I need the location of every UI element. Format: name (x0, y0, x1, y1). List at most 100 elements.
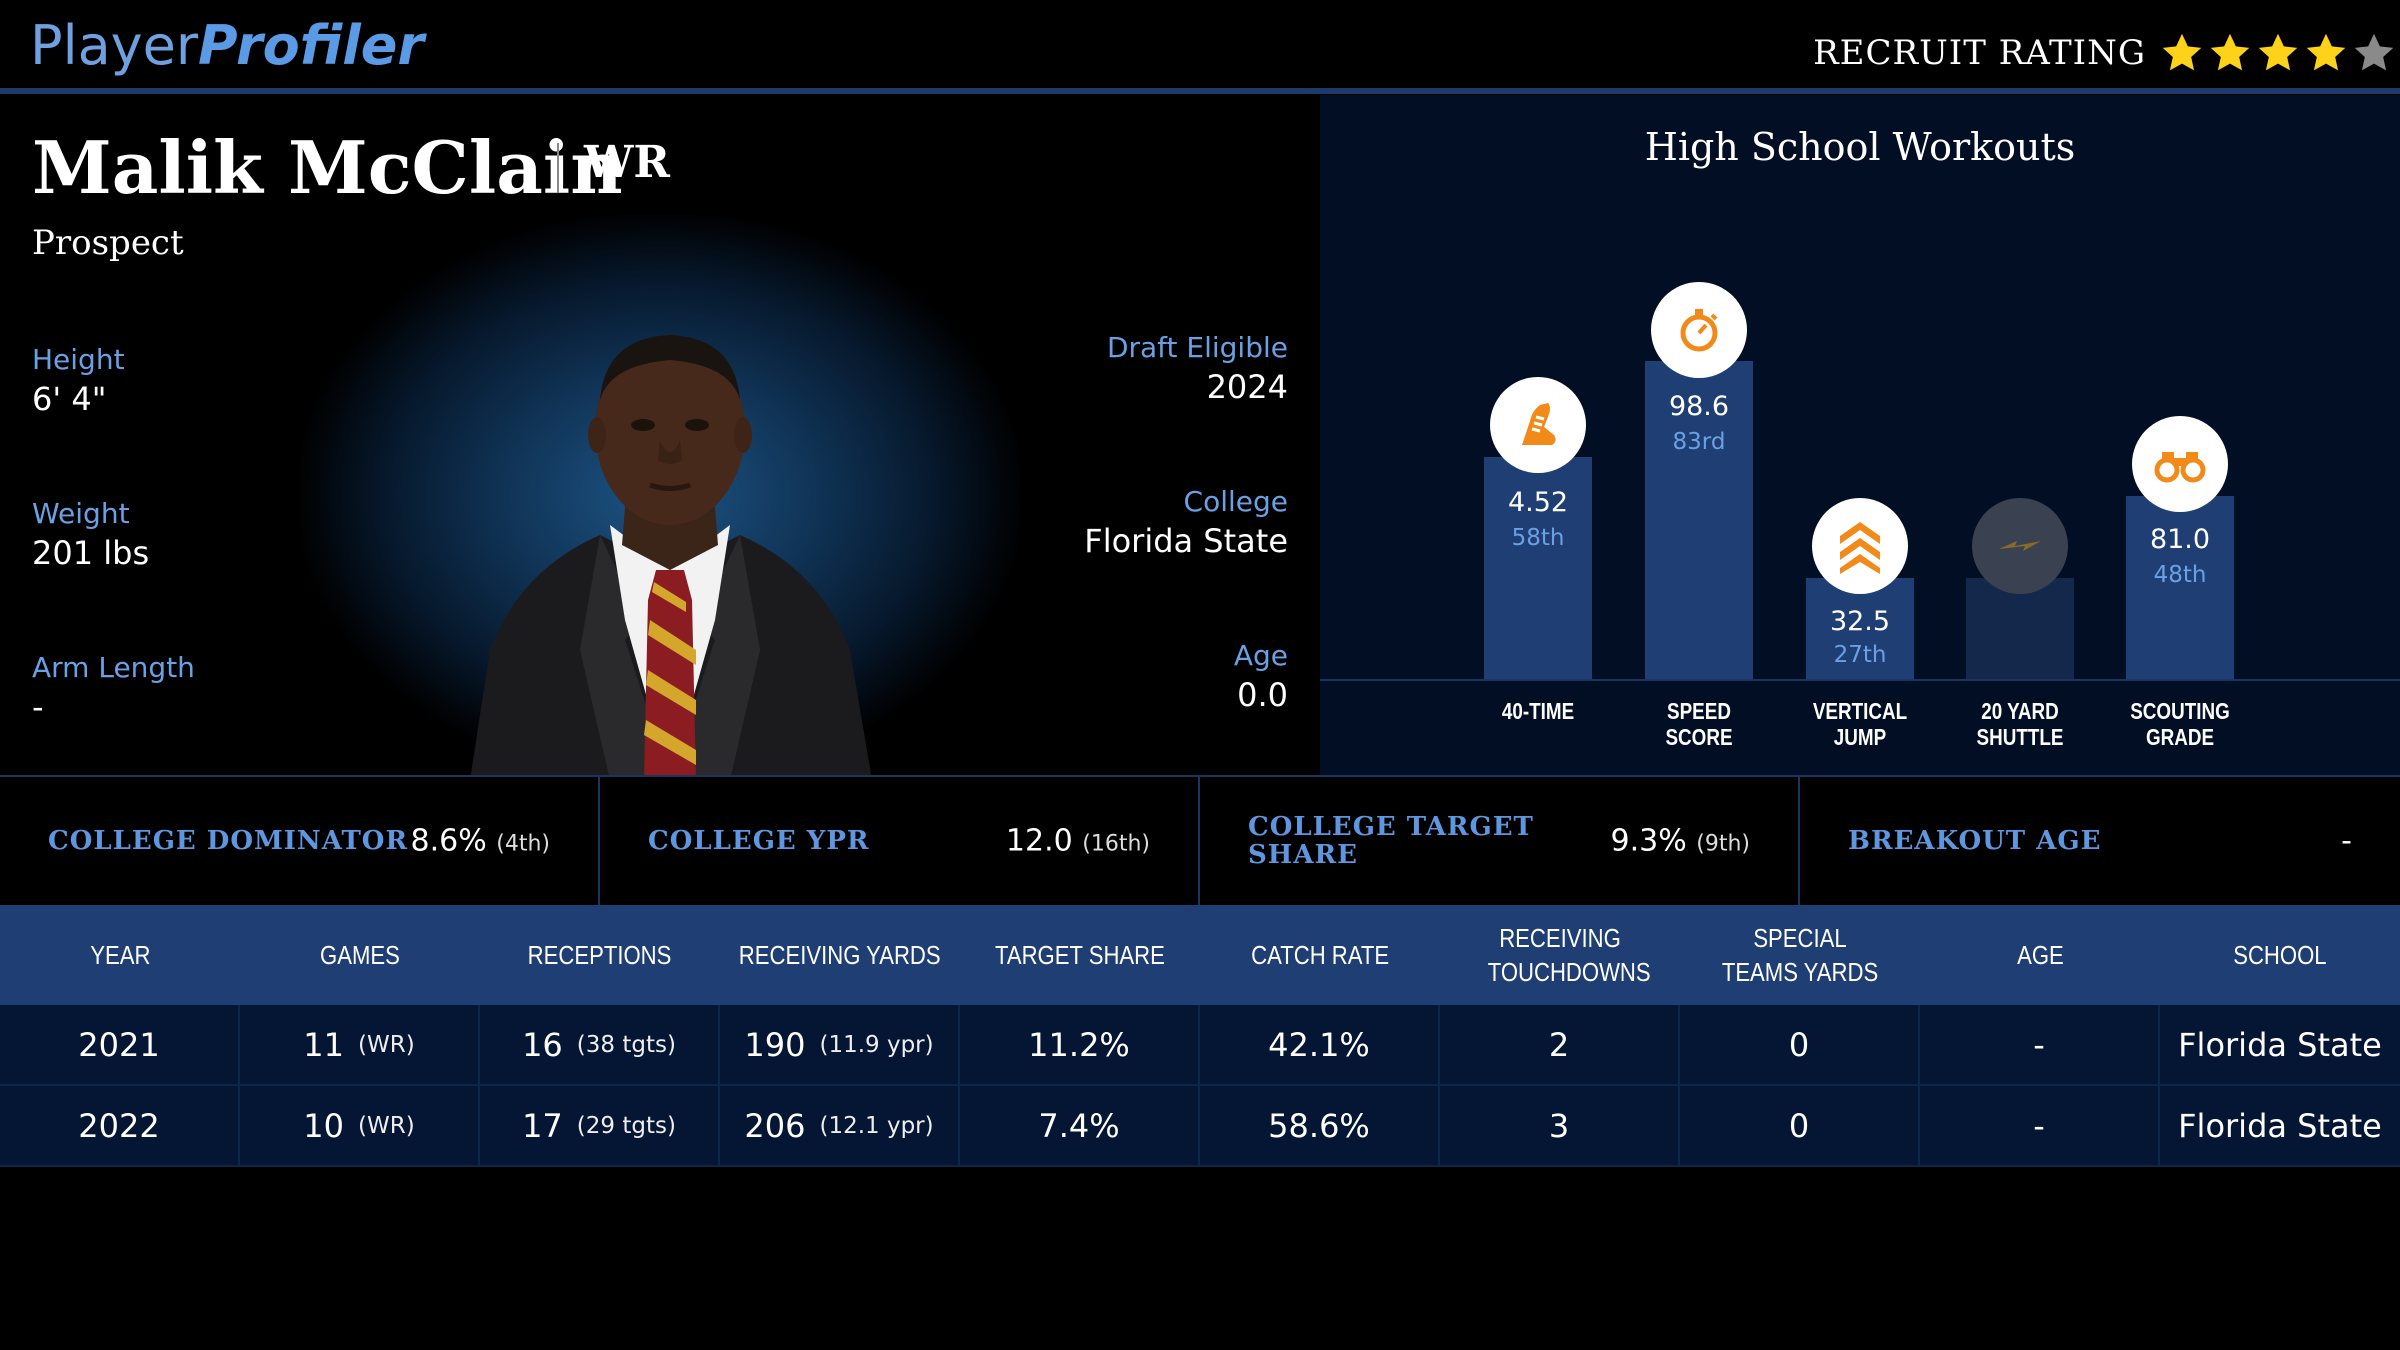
cell-year: 2022 (0, 1086, 240, 1165)
star-filled-icon (2162, 33, 2202, 71)
workout-value: 81.0 (2149, 524, 2211, 555)
star-filled-icon (2210, 33, 2250, 71)
cell-receptions: 16 (38 tgts) (480, 1005, 720, 1084)
arm-length-stat: Arm Length - (32, 651, 195, 726)
lightning-icon (1972, 498, 2068, 594)
college-stats-table: YEAR GAMES RECEPTIONS RECEIVING YARDS TA… (0, 905, 2400, 1167)
column-header-year[interactable]: YEAR (0, 905, 240, 1005)
column-header-text: TARGET SHARE (995, 940, 1165, 970)
column-header-receiving-yards[interactable]: RECEIVING YARDS (720, 905, 960, 1005)
cell-games: 11 (WR) (240, 1005, 480, 1084)
workout-value: 98.6 (1668, 391, 1730, 422)
workouts-baseline (1320, 679, 2400, 681)
metric-rank: (9th) (1696, 831, 1750, 857)
cell-catch-rate: 58.6% (1200, 1086, 1440, 1165)
weight-label: Weight (32, 497, 130, 530)
workout-label-line: GRADE (2145, 724, 2215, 750)
cell-note: (WR) (358, 1112, 415, 1139)
height-value: 6' 4" (32, 380, 107, 418)
star-filled-icon (2258, 33, 2298, 71)
stopwatch-icon (1651, 282, 1747, 378)
column-header-text: RECEPTIONS (528, 940, 672, 970)
column-header-target-share[interactable]: TARGET SHARE (960, 905, 1200, 1005)
star-empty-icon (2354, 33, 2394, 71)
college-metrics-strip: COLLEGE DOMINATOR 8.6% (4th) COLLEGE YPR… (0, 775, 2400, 905)
recruit-rating: RECRUIT RATING (1813, 28, 2400, 78)
metric-college-ypr[interactable]: COLLEGE YPR 12.0 (16th) (600, 777, 1200, 905)
workout-bar-speed-score: 98.6 83rd (1645, 361, 1753, 679)
draft-eligible-label: Draft Eligible (1106, 331, 1288, 364)
workouts-title: High School Workouts (1644, 125, 2076, 169)
workout-label-vertical-jump: VERTICAL JUMP (1790, 698, 1929, 750)
cell-age: - (1920, 1005, 2160, 1084)
cell-target-share: 11.2% (960, 1005, 1200, 1084)
table-row: 2021 11 (WR) 16 (38 tgts) 190 (11.9 ypr) 11… (0, 1005, 2400, 1086)
metric-value: - (2341, 824, 2352, 859)
metric-breakout-age[interactable]: BREAKOUT AGE - (1800, 777, 2400, 905)
name-position-divider (557, 143, 559, 193)
playerprofiler-logo[interactable]: PlayerProfiler (30, 14, 424, 77)
column-header-text: SCHOOL (2233, 940, 2327, 970)
height-label: Height (32, 343, 125, 376)
cell-value: 190 (744, 1025, 806, 1064)
column-header-receiving-touchdowns[interactable]: RECEIVING TOUCHDOWNS (1440, 905, 1680, 1005)
cell-value: 16 (522, 1025, 563, 1064)
metric-rank: (4th) (496, 831, 550, 857)
workout-label-20-yard-shuttle: 20 YARD SHUTTLE (1950, 698, 2089, 750)
workout-label-line: SCORE (1665, 724, 1733, 750)
workout-label-line: VERTICAL (1812, 698, 1908, 724)
cell-value: 206 (744, 1106, 806, 1145)
draft-eligible-stat: Draft Eligible 2024 (1107, 331, 1288, 406)
column-header-text: CATCH RATE (1251, 940, 1389, 970)
cell-note: (WR) (358, 1031, 415, 1058)
cell-games: 10 (WR) (240, 1086, 480, 1165)
workout-bar-40-time: 4.52 58th (1484, 457, 1592, 679)
shoe-icon (1490, 377, 1586, 473)
cell-value: 11 (303, 1025, 345, 1064)
column-header-school[interactable]: SCHOOL (2160, 905, 2400, 1005)
column-header-text: RECEIVING YARDS (739, 940, 941, 970)
column-header-age[interactable]: AGE (1920, 905, 2160, 1005)
column-header-special-teams-yards[interactable]: SPECIAL TEAMS YARDS (1680, 905, 1920, 1005)
column-header-text: GAMES (320, 940, 400, 970)
column-header-text: SPECIAL TEAMS YARDS (1721, 923, 1879, 987)
cell-receiving-touchdowns: 2 (1440, 1005, 1680, 1084)
arm-length-label: Arm Length (32, 651, 195, 684)
column-header-text: RECEIVING TOUCHDOWNS (1487, 923, 1651, 987)
column-header-games[interactable]: GAMES (240, 905, 480, 1005)
workout-label-40-time: 40-TIME (1468, 698, 1607, 724)
table-row: 2022 10 (WR) 17 (29 tgts) 206 (12.1 ypr) 7.… (0, 1086, 2400, 1167)
workout-value: 32.5 (1829, 606, 1891, 637)
workout-percentile: 58th (1511, 525, 1565, 551)
player-photo (470, 335, 872, 775)
column-header-catch-rate[interactable]: CATCH RATE (1200, 905, 1440, 1005)
column-header-receptions[interactable]: RECEPTIONS (480, 905, 720, 1005)
cell-receiving-yards: 190 (11.9 ypr) (720, 1005, 960, 1084)
age-label: Age (1233, 639, 1288, 672)
player-status: Prospect (32, 223, 184, 263)
metric-value: 8.6% (4th) (411, 824, 551, 859)
header-divider (0, 88, 2400, 94)
metric-college-dominator[interactable]: COLLEGE DOMINATOR 8.6% (4th) (0, 777, 600, 905)
metric-label: COLLEGE TARGET SHARE (1248, 812, 1534, 870)
cell-value: 10 (303, 1106, 345, 1145)
table-header-row: YEAR GAMES RECEPTIONS RECEIVING YARDS TA… (0, 905, 2400, 1005)
metric-number: 8.6% (410, 823, 487, 859)
workout-percentile: 48th (2153, 562, 2207, 588)
metric-college-target-share[interactable]: COLLEGE TARGET SHARE 9.3% (9th) (1200, 777, 1800, 905)
arm-length-value: - (32, 688, 44, 726)
college-value: Florida State (1084, 522, 1288, 560)
logo-text-player: Player (30, 14, 199, 77)
metric-label: COLLEGE DOMINATOR (48, 826, 409, 856)
cell-receiving-yards: 206 (12.1 ypr) (720, 1086, 960, 1165)
cell-note: (38 tgts) (576, 1031, 676, 1058)
metric-value: 12.0 (16th) (1006, 824, 1150, 859)
player-profile-panel: Malik McClain WR Prospect Height 6' 4" W… (0, 95, 1320, 775)
age-stat: Age 0.0 (1234, 639, 1288, 714)
cell-special-teams-yards: 0 (1680, 1086, 1920, 1165)
workout-label-line: SHUTTLE (1976, 724, 2064, 750)
age-value: 0.0 (1237, 676, 1288, 714)
site-header: PlayerProfiler RECRUIT RATING (0, 0, 2400, 94)
metric-number: - (2341, 823, 2352, 859)
workout-label-scouting-grade: SCOUTING GRADE (2110, 698, 2249, 750)
